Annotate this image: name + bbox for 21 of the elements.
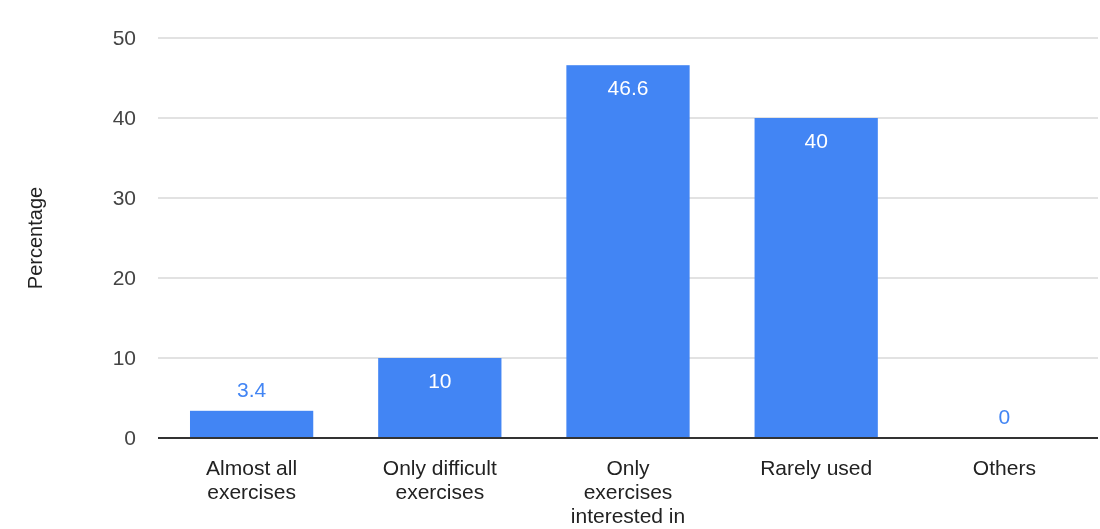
bar <box>566 65 690 438</box>
y-axis-title: Percentage <box>24 186 46 290</box>
bar <box>754 118 878 438</box>
data-label: 0 <box>998 405 1011 428</box>
x-tick-label: Almost all exercises <box>206 456 298 503</box>
y-tick-label: 40 <box>112 106 136 130</box>
bar <box>189 410 314 438</box>
data-label: 46.6 <box>607 76 649 100</box>
x-tick-label: Others <box>972 456 1036 479</box>
bar <box>378 358 502 438</box>
y-tick-label: 30 <box>112 186 136 210</box>
data-label: 3.4 <box>237 377 267 401</box>
x-tick-label: Rarely used <box>760 456 873 479</box>
x-tick-label: Only difficult exercises <box>382 456 497 503</box>
y-tick-label: 10 <box>112 346 136 370</box>
data-label: 10 <box>428 369 452 392</box>
y-tick-label: 20 <box>112 266 136 290</box>
data-label: 40 <box>804 129 828 152</box>
y-tick-label: 50 <box>112 26 136 50</box>
y-tick-label: 0 <box>124 426 136 450</box>
x-tick-label: Only exercises interested in <box>570 456 686 527</box>
